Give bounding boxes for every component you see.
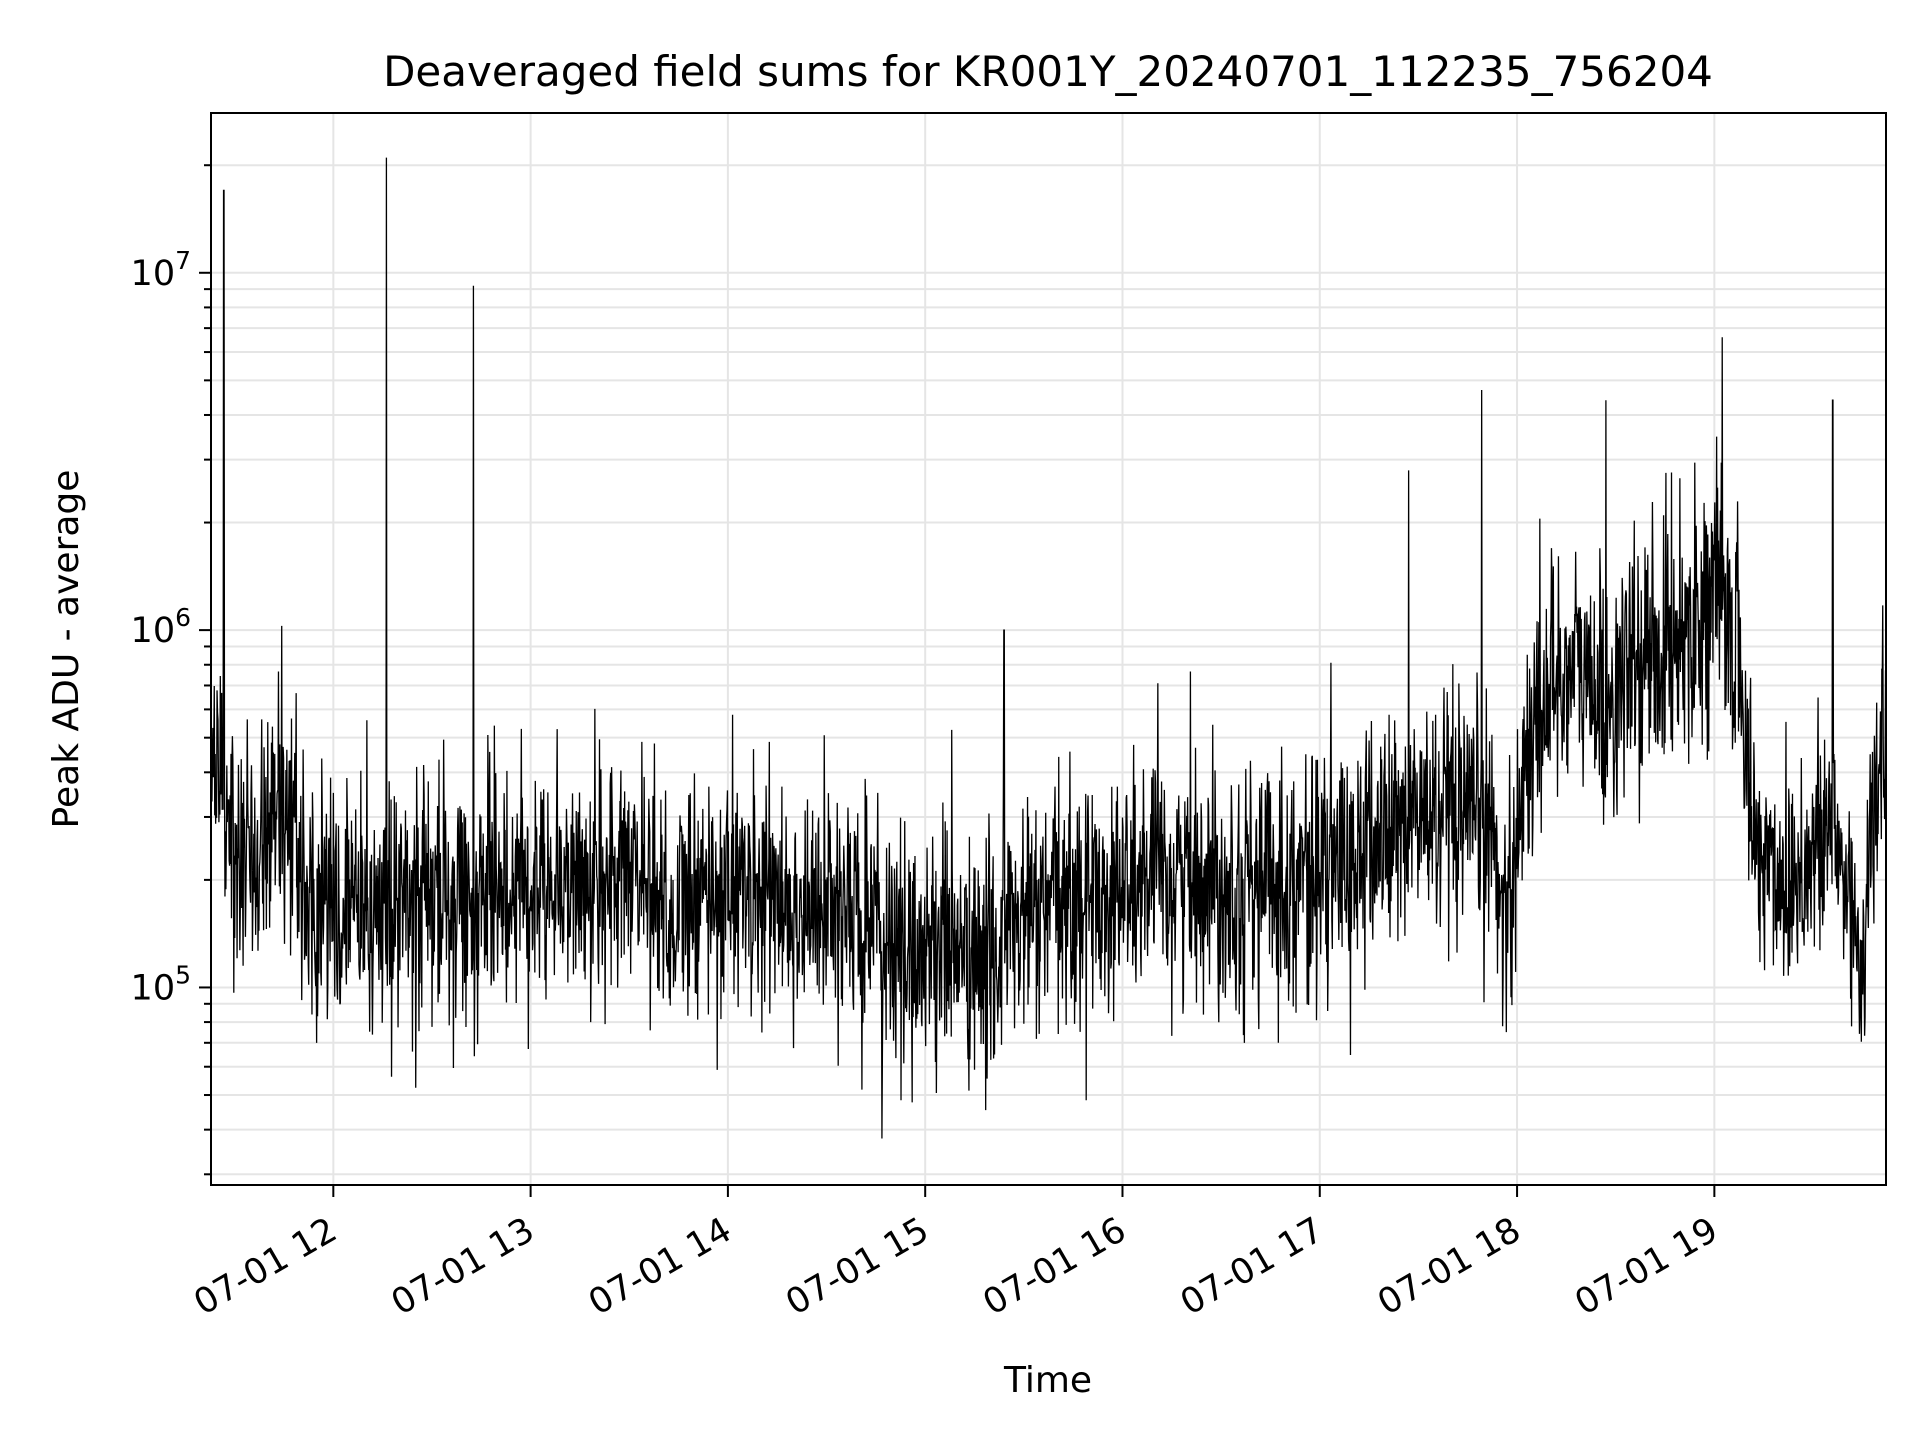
- y-tick-label-base: 10: [131, 968, 176, 1008]
- y-tick-label-base: 10: [131, 611, 176, 651]
- plot-area-frame: [210, 112, 1887, 1186]
- y-tick-label-exponent: 6: [175, 603, 191, 632]
- y-tick-label: 107: [131, 246, 191, 294]
- x-axis-label: Time: [1003, 1360, 1092, 1401]
- y-tick-label-exponent: 5: [175, 960, 191, 989]
- y-tick-label: 105: [131, 960, 191, 1008]
- chart-title: Deaveraged field sums for KR001Y_2024070…: [383, 47, 1713, 96]
- y-axis-label: Peak ADU - average: [46, 470, 87, 829]
- series-line: [210, 157, 1887, 1139]
- y-tick-label-exponent: 7: [175, 246, 191, 275]
- y-tick-label-base: 10: [131, 254, 176, 294]
- y-tick-label: 106: [131, 603, 191, 651]
- data-layer: [210, 157, 1887, 1139]
